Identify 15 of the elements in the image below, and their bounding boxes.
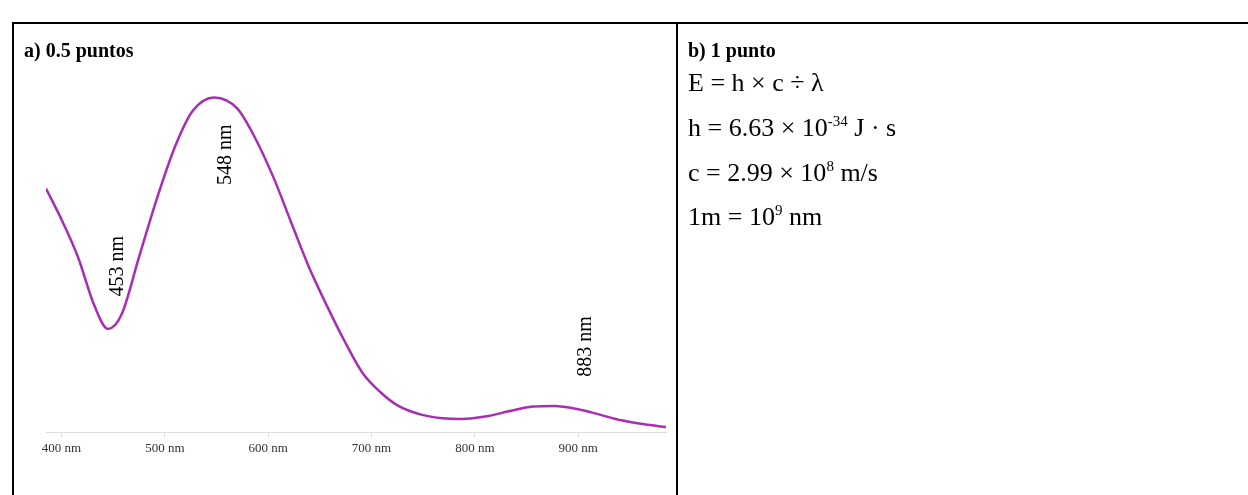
annotation: 453 nm <box>104 235 127 297</box>
text: c = 2.99 × 10$^{8}$ m/s <box>688 156 879 189</box>
annotation: 548 nm <box>213 124 236 186</box>
text: b) 1 punto <box>688 39 776 62</box>
text: E = h × c ÷ λ <box>688 67 825 99</box>
x-tick-label: 600 nm <box>248 439 288 455</box>
text: h = 6.63 × 10$^{-34}$ J · s <box>688 111 897 144</box>
x-tick-label: 500 nm <box>145 439 185 455</box>
annotation: 883 nm <box>572 315 595 377</box>
x-tick-label: 800 nm <box>455 439 495 455</box>
text: 1m = 10$^{9}$ nm <box>688 200 824 233</box>
x-tick-label: 900 nm <box>558 439 598 455</box>
x-tick-label: 400 nm <box>41 439 82 455</box>
chart-title: a) 0.5 puntos <box>24 39 134 62</box>
x-tick-label: 700 nm <box>351 439 392 455</box>
